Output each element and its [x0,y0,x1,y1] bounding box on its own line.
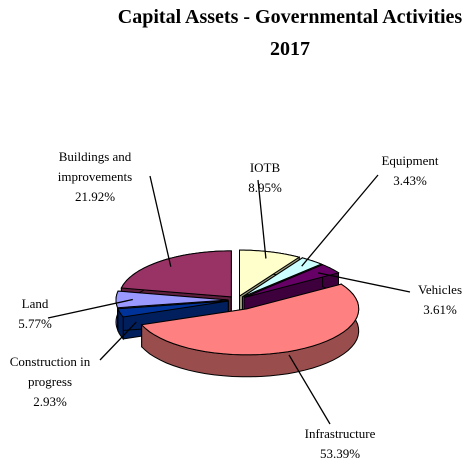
value-label: 3.43% [393,173,427,188]
slice-label: Vehicles 3.61% [405,280,473,320]
leader-line [149,175,172,267]
slice-top [120,250,232,298]
leader-line [99,321,137,361]
leader-line [47,298,133,319]
value-label: 3.61% [423,302,457,317]
value-label: 21.92% [74,189,116,204]
category-label: Vehicles [417,282,463,297]
value-label: 2.93% [33,394,67,409]
slice-top [115,290,229,309]
slice [140,283,360,378]
slice-top [242,257,323,298]
category-label: IOTB [249,160,281,175]
slice-label: IOTB 8.95% [230,158,300,198]
category-label: Infrastructure [304,426,376,441]
chart-title: Capital Assets - Governmental Activities [117,6,463,28]
chart-subtitle: 2017 [270,38,310,60]
category-label: Buildings and improvements [57,149,133,184]
leader-line [257,179,267,259]
category-label: Construction in progress [9,354,91,389]
leader-line [317,272,411,293]
category-label: Land [21,296,49,311]
slice-label: Land 5.77% [0,294,70,334]
value-label: 53.39% [319,446,361,461]
slice-top [243,264,340,298]
leader-line [288,354,331,425]
category-label: Equipment [381,153,439,168]
slice-label: Construction in progress 2.93% [0,352,100,412]
slice-top [140,283,360,356]
slice-label: Infrastructure 53.39% [290,424,390,464]
value-label: 8.95% [248,180,282,195]
slice-label: Equipment 3.43% [370,151,450,191]
leader-line [301,174,379,267]
slice-top [239,249,301,298]
value-label: 5.77% [18,316,52,331]
slice-top [117,300,229,318]
slice-label: Buildings and improvements 21.92% [40,147,150,207]
